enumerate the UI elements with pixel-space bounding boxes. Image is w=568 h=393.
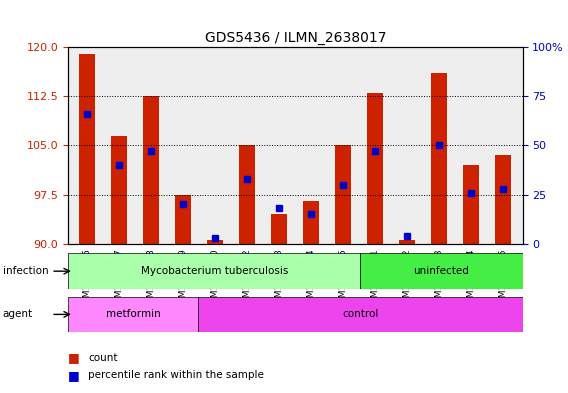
Bar xyxy=(463,165,479,244)
Text: agent: agent xyxy=(3,309,33,320)
Bar xyxy=(80,54,95,244)
Bar xyxy=(399,241,415,244)
Text: infection: infection xyxy=(3,266,48,276)
Title: GDS5436 / ILMN_2638017: GDS5436 / ILMN_2638017 xyxy=(204,31,386,45)
Text: count: count xyxy=(88,353,118,363)
Text: ■: ■ xyxy=(68,369,80,382)
Bar xyxy=(367,93,383,244)
Text: control: control xyxy=(342,309,378,320)
FancyBboxPatch shape xyxy=(198,297,523,332)
Bar xyxy=(303,201,319,244)
Bar xyxy=(143,96,160,244)
Text: metformin: metformin xyxy=(106,309,160,320)
FancyBboxPatch shape xyxy=(68,297,198,332)
Bar xyxy=(111,136,127,244)
Bar xyxy=(431,73,448,244)
Bar xyxy=(495,155,511,244)
Bar xyxy=(335,145,352,244)
Text: ■: ■ xyxy=(68,351,80,364)
FancyBboxPatch shape xyxy=(68,253,360,289)
Bar xyxy=(207,241,223,244)
Bar xyxy=(272,214,287,244)
FancyBboxPatch shape xyxy=(360,253,523,289)
Text: Mycobacterium tuberculosis: Mycobacterium tuberculosis xyxy=(140,266,288,276)
Text: percentile rank within the sample: percentile rank within the sample xyxy=(88,370,264,380)
Bar xyxy=(239,145,256,244)
Bar xyxy=(176,195,191,244)
Text: uninfected: uninfected xyxy=(414,266,469,276)
